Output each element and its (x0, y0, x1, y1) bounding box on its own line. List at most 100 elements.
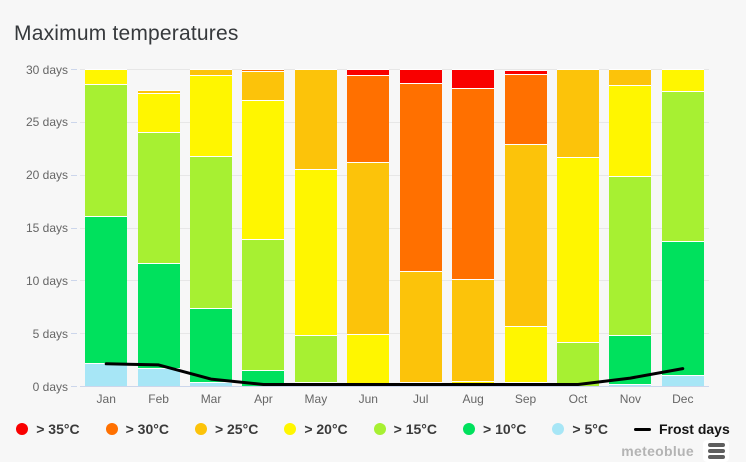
bar-segment[interactable] (504, 70, 547, 75)
bar-segment[interactable] (294, 69, 337, 170)
bar-segment[interactable] (294, 381, 337, 386)
legend-label: > 30°C (125, 421, 169, 437)
month-label: Sep (514, 392, 537, 406)
bar-segment[interactable] (399, 270, 442, 382)
bar-segment[interactable] (190, 75, 233, 156)
month-label: Apr (254, 392, 273, 406)
legend-item[interactable]: > 30°C (105, 421, 169, 437)
bar-segment[interactable] (504, 325, 547, 382)
legend-label: > 35°C (36, 421, 80, 437)
bar-segment[interactable] (399, 381, 442, 386)
y-tick-label: 15 days (25, 221, 68, 235)
legend-label: > 15°C (393, 421, 438, 437)
month-label: Jan (96, 392, 116, 406)
bar-segment[interactable] (609, 335, 652, 384)
gridline (80, 69, 709, 70)
bar-nov (609, 69, 652, 386)
legend: > 35°C > 30°C > 25°C > 20°C > 15°C > 10°C > 5°… (0, 421, 746, 437)
bar-segment[interactable] (504, 381, 547, 386)
bar-segment[interactable] (190, 69, 233, 76)
bar-feb (137, 90, 180, 386)
legend-item[interactable]: > 10°C (463, 421, 526, 437)
bar-segment[interactable] (137, 90, 180, 94)
gridline (80, 174, 709, 176)
bar-segment[interactable] (609, 69, 652, 85)
bar-segment[interactable] (190, 307, 233, 382)
gridline (80, 227, 709, 229)
y-tick-mark (71, 227, 77, 229)
page-title: Maximum temperatures (14, 22, 239, 45)
bar-segment[interactable] (504, 144, 547, 326)
legend-item[interactable]: > 5°C (552, 421, 608, 437)
legend-color-dot (552, 423, 565, 435)
bar-segment[interactable] (347, 75, 390, 163)
y-tick-label: 20 days (25, 168, 68, 183)
bar-segment[interactable] (85, 83, 128, 216)
bar-segment[interactable] (85, 69, 128, 84)
y-tick-mark (71, 280, 77, 282)
bar-segment[interactable] (347, 334, 390, 386)
y-tick-label: 30 days (25, 62, 68, 77)
bar-segment[interactable] (242, 71, 285, 100)
legend-label: > 25°C (214, 421, 259, 437)
legend-item[interactable]: > 25°C (194, 421, 259, 437)
bar-segment[interactable] (137, 132, 180, 264)
bar-segment[interactable] (137, 263, 180, 368)
bar-segment[interactable] (609, 175, 652, 336)
plot-area: 0 days 5 days 10 days 15 days 20 days 25 days… (26, 63, 709, 406)
bar-segment[interactable] (190, 381, 233, 386)
bar-segment[interactable] (137, 368, 180, 386)
hamburger-menu-icon[interactable] (703, 440, 729, 462)
y-tick-mark (71, 333, 77, 335)
bar-segment[interactable] (556, 156, 599, 342)
legend-item-frost-days[interactable]: Frost days (633, 421, 730, 437)
bar-jan (85, 69, 128, 386)
bar-segment[interactable] (399, 82, 442, 271)
bar-segment[interactable] (609, 84, 652, 176)
y-tick-label: 0 days (32, 379, 68, 394)
bar-segment[interactable] (661, 241, 704, 376)
y-tick-mark (71, 121, 77, 123)
bar-segment[interactable] (85, 215, 128, 363)
bar-segment[interactable] (242, 99, 285, 240)
legend-label: > 10°C (483, 421, 527, 437)
bar-segment[interactable] (242, 370, 285, 386)
bar-segment[interactable] (294, 335, 337, 382)
bar-segment[interactable] (190, 155, 233, 308)
bar-segment[interactable] (452, 88, 495, 280)
legend-item[interactable]: > 15°C (373, 421, 438, 437)
bar-segment[interactable] (347, 162, 390, 335)
bar-mar (190, 69, 233, 386)
gridline (80, 333, 709, 335)
legend-item[interactable]: > 35°C (16, 421, 80, 437)
bar-segment[interactable] (85, 362, 128, 386)
legend-label: > 5°C (572, 421, 608, 437)
bar-segment[interactable] (399, 69, 442, 83)
bar-segment[interactable] (242, 69, 285, 72)
bar-segment[interactable] (661, 69, 704, 92)
bar-segment[interactable] (294, 169, 337, 336)
brand: meteoblue (621, 440, 729, 462)
bar-segment[interactable] (661, 375, 704, 386)
bar-segment[interactable] (556, 69, 599, 157)
month-label: Dec (672, 392, 694, 406)
bar-segment[interactable] (452, 279, 495, 381)
bar-segment[interactable] (556, 341, 599, 386)
month-label: Feb (148, 392, 169, 406)
y-tick-mark (71, 69, 77, 70)
bar-segment[interactable] (452, 380, 495, 386)
bar-segment[interactable] (661, 91, 704, 242)
bar-jun (347, 69, 390, 386)
legend-color-dot (16, 423, 29, 435)
bar-segment[interactable] (347, 69, 390, 76)
legend-color-dot (194, 423, 207, 435)
bar-segment[interactable] (452, 69, 495, 89)
legend-item[interactable]: > 20°C (284, 421, 348, 437)
bar-segment[interactable] (137, 93, 180, 133)
month-label: May (304, 392, 328, 406)
bar-sep (504, 70, 547, 386)
bar-segment[interactable] (504, 74, 547, 145)
gridline (80, 280, 709, 282)
bar-segment[interactable] (242, 239, 285, 371)
bar-segment[interactable] (609, 383, 652, 386)
